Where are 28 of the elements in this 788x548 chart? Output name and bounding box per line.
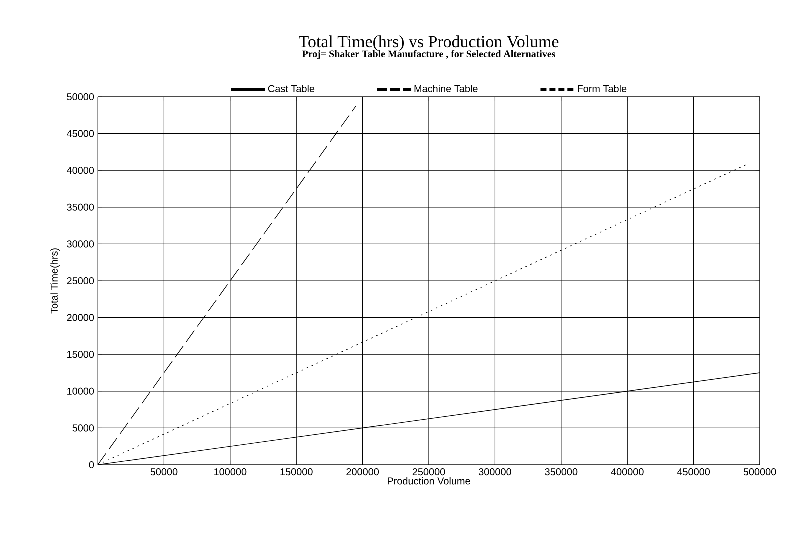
y-tick-label: 45000 xyxy=(67,130,94,138)
x-tick-label: 450000 xyxy=(677,468,710,476)
y-tick-label: 20000 xyxy=(67,314,94,322)
y-tick-label: 35000 xyxy=(67,204,94,211)
y-tick-label: 25000 xyxy=(67,277,94,285)
legend-label: Form Table xyxy=(578,85,627,92)
y-tick-label: 50000 xyxy=(67,93,94,101)
x-tick-label: 500000 xyxy=(744,468,776,476)
x-tick-label: 50000 xyxy=(150,468,178,476)
legend-label: Cast Table xyxy=(268,85,315,92)
x-tick-label: 350000 xyxy=(545,468,578,476)
chart-title: Total Time(hrs) vs Production Volume xyxy=(299,36,559,52)
x-tick-label: 300000 xyxy=(478,468,512,476)
x-tick-label: 100000 xyxy=(214,468,247,476)
y-tick-label: 30000 xyxy=(67,240,94,248)
legend-label: Machine Table xyxy=(414,85,478,92)
x-tick-label: 400000 xyxy=(611,468,644,476)
x-axis-title: Production Volume xyxy=(388,477,470,485)
y-tick-label: 10000 xyxy=(68,388,94,395)
y-axis-title: Total Time(hrs) xyxy=(50,248,60,314)
x-tick-label: 200000 xyxy=(346,468,380,476)
y-tick-label: 15000 xyxy=(68,351,94,358)
x-tick-label: 150000 xyxy=(280,468,313,476)
x-tick-label: 250000 xyxy=(412,468,446,476)
y-tick-label: 0 xyxy=(89,461,94,469)
y-tick-label: 5000 xyxy=(72,424,94,432)
y-tick-label: 40000 xyxy=(67,167,94,174)
chart-subtitle: Proj= Shaker Table Manufacture , for Selected Alternatives xyxy=(302,50,556,60)
